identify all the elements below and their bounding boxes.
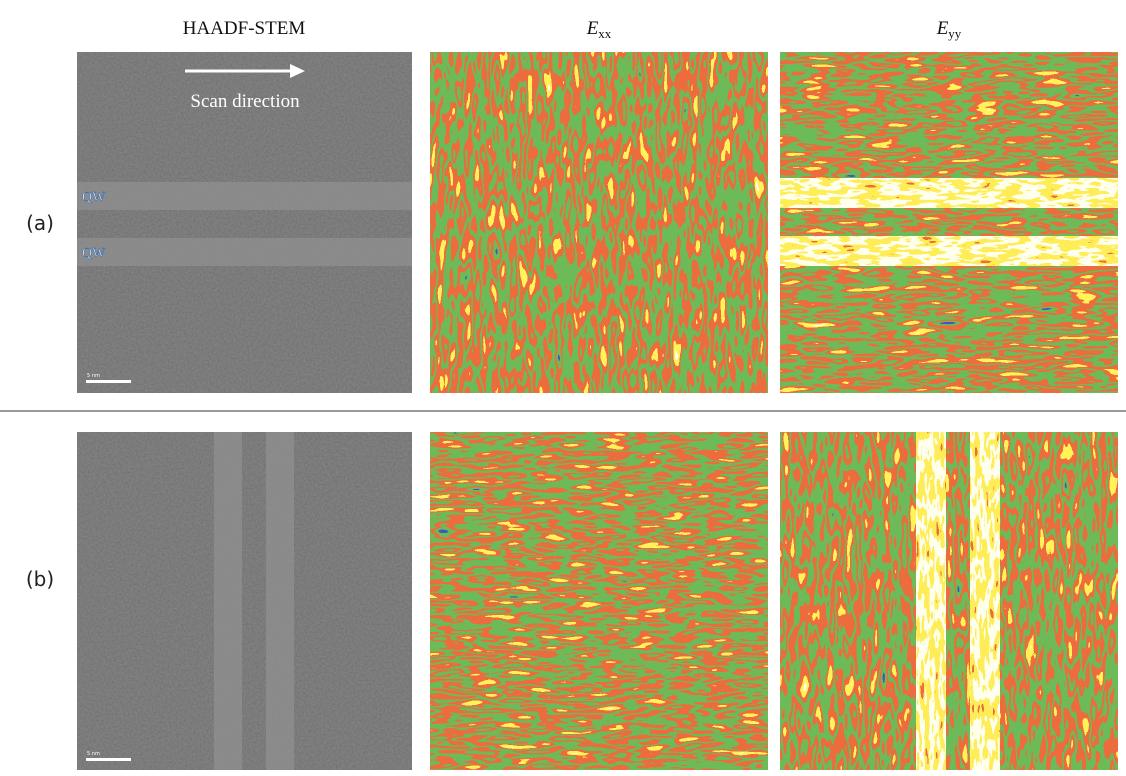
qw-label: QW bbox=[82, 190, 106, 205]
scale-bar-label: 5 nm bbox=[87, 751, 100, 757]
symbol: E bbox=[586, 18, 599, 39]
symbol: E bbox=[936, 18, 949, 39]
scale-bar-label: 5 nm bbox=[87, 373, 100, 379]
column-header: Exx bbox=[586, 18, 612, 41]
quantum-well-band bbox=[77, 238, 412, 266]
subscript: xx bbox=[598, 26, 612, 41]
scale-bar bbox=[86, 380, 131, 383]
row-label: (b) bbox=[26, 567, 54, 591]
scan-label: Scan direction bbox=[190, 91, 300, 112]
strain-hot-band bbox=[780, 178, 1118, 208]
strain-hot-band bbox=[970, 432, 1000, 770]
qw-label: QW bbox=[82, 246, 106, 261]
subscript: yy bbox=[948, 26, 962, 41]
column-header: Eyy bbox=[936, 18, 962, 41]
stem-image bbox=[77, 432, 412, 770]
row-label: (a) bbox=[26, 211, 54, 235]
scale-bar bbox=[86, 758, 131, 761]
column-header: HAADF-STEM bbox=[183, 18, 306, 39]
strain-map-eyy bbox=[780, 432, 1118, 770]
quantum-well-band bbox=[77, 182, 412, 210]
strain-map-exx bbox=[430, 432, 768, 770]
stem-image bbox=[77, 52, 412, 393]
strain-map-eyy bbox=[780, 52, 1118, 393]
strain-hot-band bbox=[916, 432, 946, 770]
strain-hot-band bbox=[780, 236, 1118, 266]
strain-map-exx bbox=[430, 52, 768, 393]
quantum-well-band bbox=[214, 432, 242, 770]
scan-arrow-head bbox=[290, 64, 305, 78]
quantum-well-band bbox=[266, 432, 294, 770]
